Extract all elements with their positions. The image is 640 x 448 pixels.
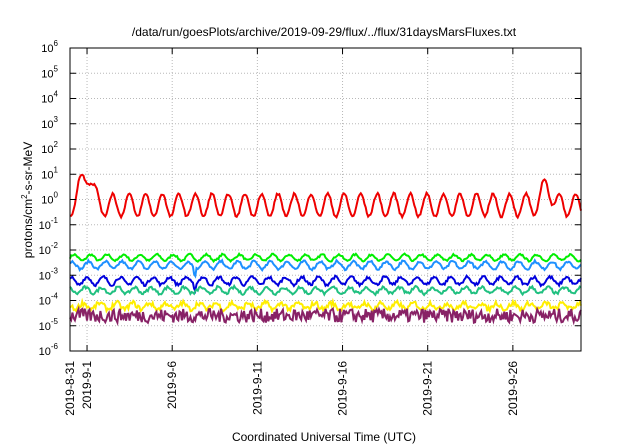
x-tick-label: 2019-9-11 xyxy=(250,361,264,415)
y-tick-label: 106 xyxy=(41,39,58,55)
chart-title: /data/run/goesPlots/archive/2019-09-29/f… xyxy=(132,25,517,39)
y-tick-label: 101 xyxy=(41,165,58,181)
y-axis-label: protons/cm2-s-sr-MeV xyxy=(20,142,35,258)
x-tick-label: 2019-8-31 xyxy=(63,361,77,416)
y-tick-label: 10-3 xyxy=(39,266,59,282)
y-tick-label: 105 xyxy=(41,64,58,80)
x-tick-label: 2019-9-6 xyxy=(165,361,179,409)
y-tick-label: 103 xyxy=(41,115,58,131)
series-line xyxy=(69,283,582,297)
y-tick-label: 10-4 xyxy=(39,292,59,308)
series-line xyxy=(70,173,582,220)
y-tick-label: 102 xyxy=(41,140,58,156)
grid xyxy=(69,48,581,351)
x-tick-label: 2019-9-21 xyxy=(421,361,435,416)
x-tick-label: 2019-9-26 xyxy=(506,361,520,416)
y-tick-label: 10-1 xyxy=(39,216,59,232)
series-line xyxy=(69,305,582,327)
y-tick-label: 100 xyxy=(41,191,58,207)
series-line xyxy=(69,258,582,279)
x-axis-ticks: 2019-8-31 2019-9-1 2019-9-6 2019-9-11 2019-9… xyxy=(63,48,520,416)
x-tick-label: 2019-9-16 xyxy=(336,361,350,416)
y-tick-label: 10-5 xyxy=(39,317,59,333)
x-tick-label: 2019-9-1 xyxy=(80,361,94,409)
x-axis-label: Coordinated Universal Time (UTC) xyxy=(232,430,416,444)
series-line xyxy=(69,251,582,264)
y-axis-ticks: 10-6 10-5 10-4 10-3 10-2 10-1 100 101 102 103 104 1… xyxy=(39,39,581,358)
series-group xyxy=(69,173,582,327)
series-line xyxy=(69,274,582,295)
y-tick-label: 10-2 xyxy=(39,241,59,257)
y-tick-label: 10-6 xyxy=(39,342,59,358)
y-tick-label: 104 xyxy=(41,90,58,106)
